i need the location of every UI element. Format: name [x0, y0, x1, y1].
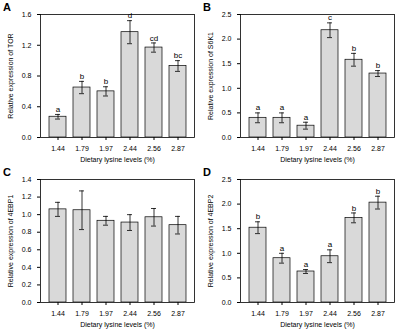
svg-text:Relative expression of 4EBP2: Relative expression of 4EBP2: [207, 195, 215, 288]
svg-text:Dietary lysine levels (%): Dietary lysine levels (%): [280, 321, 355, 329]
svg-text:0.0: 0.0: [222, 134, 232, 141]
svg-text:2.56: 2.56: [147, 145, 161, 152]
svg-text:1.0: 1.0: [222, 250, 232, 257]
svg-text:2.44: 2.44: [323, 145, 337, 152]
svg-text:a: a: [304, 113, 309, 122]
svg-text:Relative expression of 4EBP1: Relative expression of 4EBP1: [7, 195, 15, 288]
svg-text:b: b: [352, 44, 357, 53]
svg-text:2.44: 2.44: [123, 145, 137, 152]
svg-text:2.56: 2.56: [347, 145, 361, 152]
svg-text:1.4: 1.4: [22, 176, 32, 183]
html-text:D: D: [203, 166, 211, 178]
svg-text:b: b: [104, 77, 109, 86]
svg-text:1.97: 1.97: [299, 145, 313, 152]
svg-text:a: a: [280, 103, 285, 112]
svg-text:0.0: 0.0: [222, 299, 232, 306]
svg-text:1.79: 1.79: [275, 145, 289, 152]
svg-text:Relative expression of S6K1: Relative expression of S6K1: [207, 32, 215, 120]
svg-text:1.0: 1.0: [22, 211, 32, 218]
html-text:C: C: [3, 166, 11, 178]
svg-text:1.97: 1.97: [99, 145, 113, 152]
svg-text:1.44: 1.44: [251, 145, 265, 152]
svg-text:0.0: 0.0: [22, 299, 32, 306]
svg-text:b: b: [376, 61, 381, 70]
svg-text:2.5: 2.5: [222, 11, 232, 18]
svg-text:1.2: 1.2: [22, 193, 32, 200]
svg-text:b: b: [80, 72, 85, 81]
svg-text:1.5: 1.5: [222, 225, 232, 232]
svg-text:0.5: 0.5: [222, 109, 232, 116]
svg-text:1.44: 1.44: [51, 145, 65, 152]
svg-text:a: a: [280, 244, 285, 253]
svg-text:c: c: [328, 13, 332, 23]
svg-text:Dietary lysine levels (%): Dietary lysine levels (%): [280, 156, 355, 164]
svg-text:cd: cd: [150, 34, 158, 43]
svg-text:2.44: 2.44: [323, 310, 337, 317]
svg-text:2.87: 2.87: [371, 310, 385, 317]
svg-text:2.56: 2.56: [147, 310, 161, 317]
svg-text:0.0: 0.0: [22, 134, 32, 141]
svg-text:Dietary lysine levels (%): Dietary lysine levels (%): [80, 156, 155, 164]
svg-text:1.97: 1.97: [99, 310, 113, 317]
svg-text:1.79: 1.79: [75, 310, 89, 317]
svg-text:1.2: 1.2: [22, 41, 32, 48]
svg-text:1.44: 1.44: [251, 310, 265, 317]
svg-text:0.8: 0.8: [22, 72, 32, 79]
svg-text:a: a: [56, 105, 61, 114]
svg-text:Relative expression of TOR: Relative expression of TOR: [7, 33, 15, 118]
svg-text:2.56: 2.56: [347, 310, 361, 317]
svg-text:0.8: 0.8: [22, 228, 32, 235]
svg-text:2.5: 2.5: [222, 176, 232, 183]
html-text:A: A: [3, 1, 11, 13]
svg-text:0.5: 0.5: [222, 274, 232, 281]
svg-text:1.79: 1.79: [275, 310, 289, 317]
svg-text:2.0: 2.0: [222, 35, 232, 42]
svg-text:Dietary lysine levels (%): Dietary lysine levels (%): [80, 321, 155, 329]
svg-text:d: d: [128, 11, 132, 20]
svg-text:0.4: 0.4: [22, 264, 32, 271]
svg-text:a: a: [304, 260, 309, 269]
svg-text:1.44: 1.44: [51, 310, 65, 317]
svg-text:0.4: 0.4: [22, 103, 32, 110]
svg-text:2.44: 2.44: [123, 310, 137, 317]
svg-text:a: a: [256, 103, 261, 112]
svg-text:1.0: 1.0: [222, 85, 232, 92]
svg-text:a: a: [328, 240, 333, 249]
svg-text:2.87: 2.87: [171, 310, 185, 317]
svg-text:2.0: 2.0: [222, 200, 232, 207]
svg-text:1.5: 1.5: [222, 60, 232, 67]
svg-text:1.6: 1.6: [22, 11, 32, 18]
svg-text:2.87: 2.87: [371, 145, 385, 152]
svg-text:2.87: 2.87: [171, 145, 185, 152]
svg-text:1.97: 1.97: [299, 310, 313, 317]
svg-text:1.79: 1.79: [75, 145, 89, 152]
html-text:B: B: [203, 1, 211, 13]
svg-text:0.2: 0.2: [22, 281, 32, 288]
svg-text:0.6: 0.6: [22, 246, 32, 253]
svg-text:bc: bc: [174, 51, 182, 60]
svg-text:b: b: [352, 204, 357, 213]
svg-text:b: b: [256, 212, 261, 221]
svg-text:b: b: [376, 187, 381, 196]
